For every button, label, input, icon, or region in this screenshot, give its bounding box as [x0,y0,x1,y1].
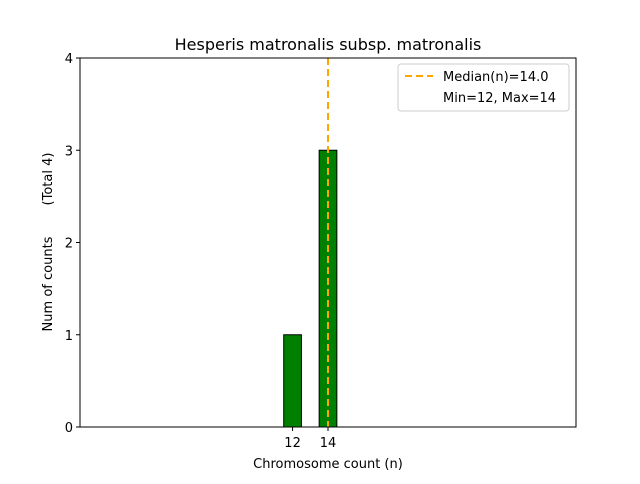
y-tick-label: 0 [65,421,73,436]
y-axis-total-note: (Total 4) [41,153,56,206]
bar-12 [283,334,302,428]
y-tick-label: 1 [65,329,73,344]
legend-box [397,63,570,112]
legend-minmax-label: Min=12, Max=14 [443,91,556,106]
legend-median-label: Median(n)=14.0 [443,70,549,85]
x-axis-label: Chromosome count (n) [253,457,403,472]
y-axis-label: Num of counts [41,236,56,331]
y-tick-label: 4 [65,52,73,67]
chart-title: Hesperis matronalis subsp. matronalis [175,35,482,54]
x-tick-label: 12 [284,436,301,451]
y-tick-label: 3 [65,144,73,159]
y-tick-label: 2 [65,237,73,252]
x-tick-label: 14 [320,436,337,451]
legend: Median(n)=14.0 Min=12, Max=14 [397,63,570,112]
